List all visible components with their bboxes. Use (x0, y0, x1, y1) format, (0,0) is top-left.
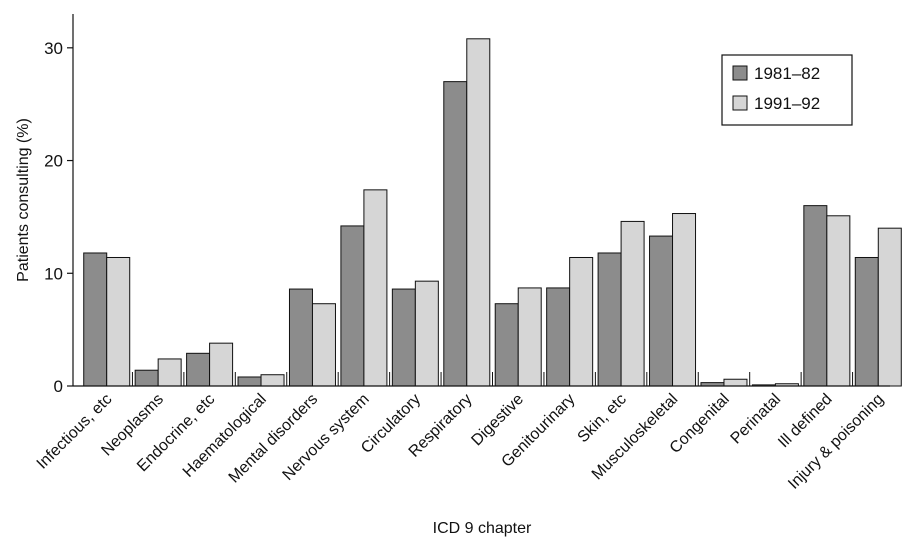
bar-series1 (854, 256, 879, 387)
bar-series2 (672, 213, 697, 387)
bar-series2 (106, 256, 131, 387)
x-category-label: Infectious, etc (34, 391, 116, 473)
bar-series2 (414, 280, 439, 387)
bar-series1 (186, 352, 211, 387)
bar-series2 (877, 227, 902, 387)
bar-series1 (288, 288, 313, 387)
bar-series1 (340, 225, 365, 387)
y-tick-label: 0 (54, 377, 63, 396)
bar-series2 (260, 374, 285, 387)
bar-series1 (443, 81, 468, 387)
bar-series1 (391, 288, 416, 387)
x-category-label: Injury & poisoning (785, 391, 887, 493)
y-tick-label: 10 (44, 264, 63, 283)
legend-swatch-1981-82 (732, 65, 748, 81)
bar-series2 (569, 256, 594, 387)
y-ticks: 0 10 20 30 (44, 39, 73, 396)
legend: 1981–82 1991–92 (721, 54, 853, 126)
legend-label-1991-92: 1991–92 (754, 94, 820, 113)
bar-series2 (363, 189, 388, 387)
bars-layer (83, 38, 902, 387)
legend-label-1981-82: 1981–82 (754, 64, 820, 83)
bar-series1 (649, 235, 674, 387)
x-axis-title: ICD 9 chapter (433, 520, 532, 537)
y-tick-label: 20 (44, 152, 63, 171)
bar-series2 (620, 220, 645, 387)
bar-series1 (494, 303, 519, 387)
bar-series1 (546, 287, 571, 387)
bar-series2 (517, 287, 542, 387)
bar-series1 (134, 369, 159, 387)
x-category-label: Nervous system (280, 391, 373, 484)
bar-series2 (723, 378, 748, 387)
x-category-label: Mental disorders (226, 391, 322, 487)
axes-layer (72, 14, 890, 387)
bar-series2 (826, 215, 851, 387)
y-tick-label: 30 (44, 39, 63, 58)
bar-series2 (157, 358, 182, 387)
y-axis-title: Patients consulting (%) (15, 118, 32, 282)
legend-swatch-1991-92 (732, 95, 748, 111)
bar-series1 (597, 252, 622, 387)
bar-series2 (466, 38, 491, 387)
bar-series1 (803, 205, 828, 387)
bar-series2 (311, 303, 336, 387)
bar-series1 (237, 376, 262, 387)
bar-series1 (83, 252, 108, 387)
bar-series2 (209, 342, 234, 387)
